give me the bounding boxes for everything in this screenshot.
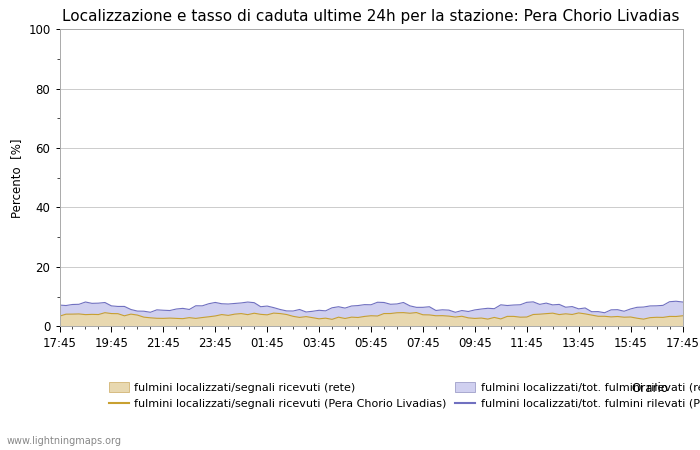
Text: Orario: Orario bbox=[631, 382, 668, 395]
Legend: fulmini localizzati/segnali ricevuti (rete), fulmini localizzati/segnali ricevut: fulmini localizzati/segnali ricevuti (re… bbox=[108, 382, 700, 409]
Y-axis label: Percento  [%]: Percento [%] bbox=[10, 138, 22, 217]
Text: www.lightningmaps.org: www.lightningmaps.org bbox=[7, 436, 122, 446]
Title: Localizzazione e tasso di caduta ultime 24h per la stazione: Pera Chorio Livadia: Localizzazione e tasso di caduta ultime … bbox=[62, 9, 680, 24]
